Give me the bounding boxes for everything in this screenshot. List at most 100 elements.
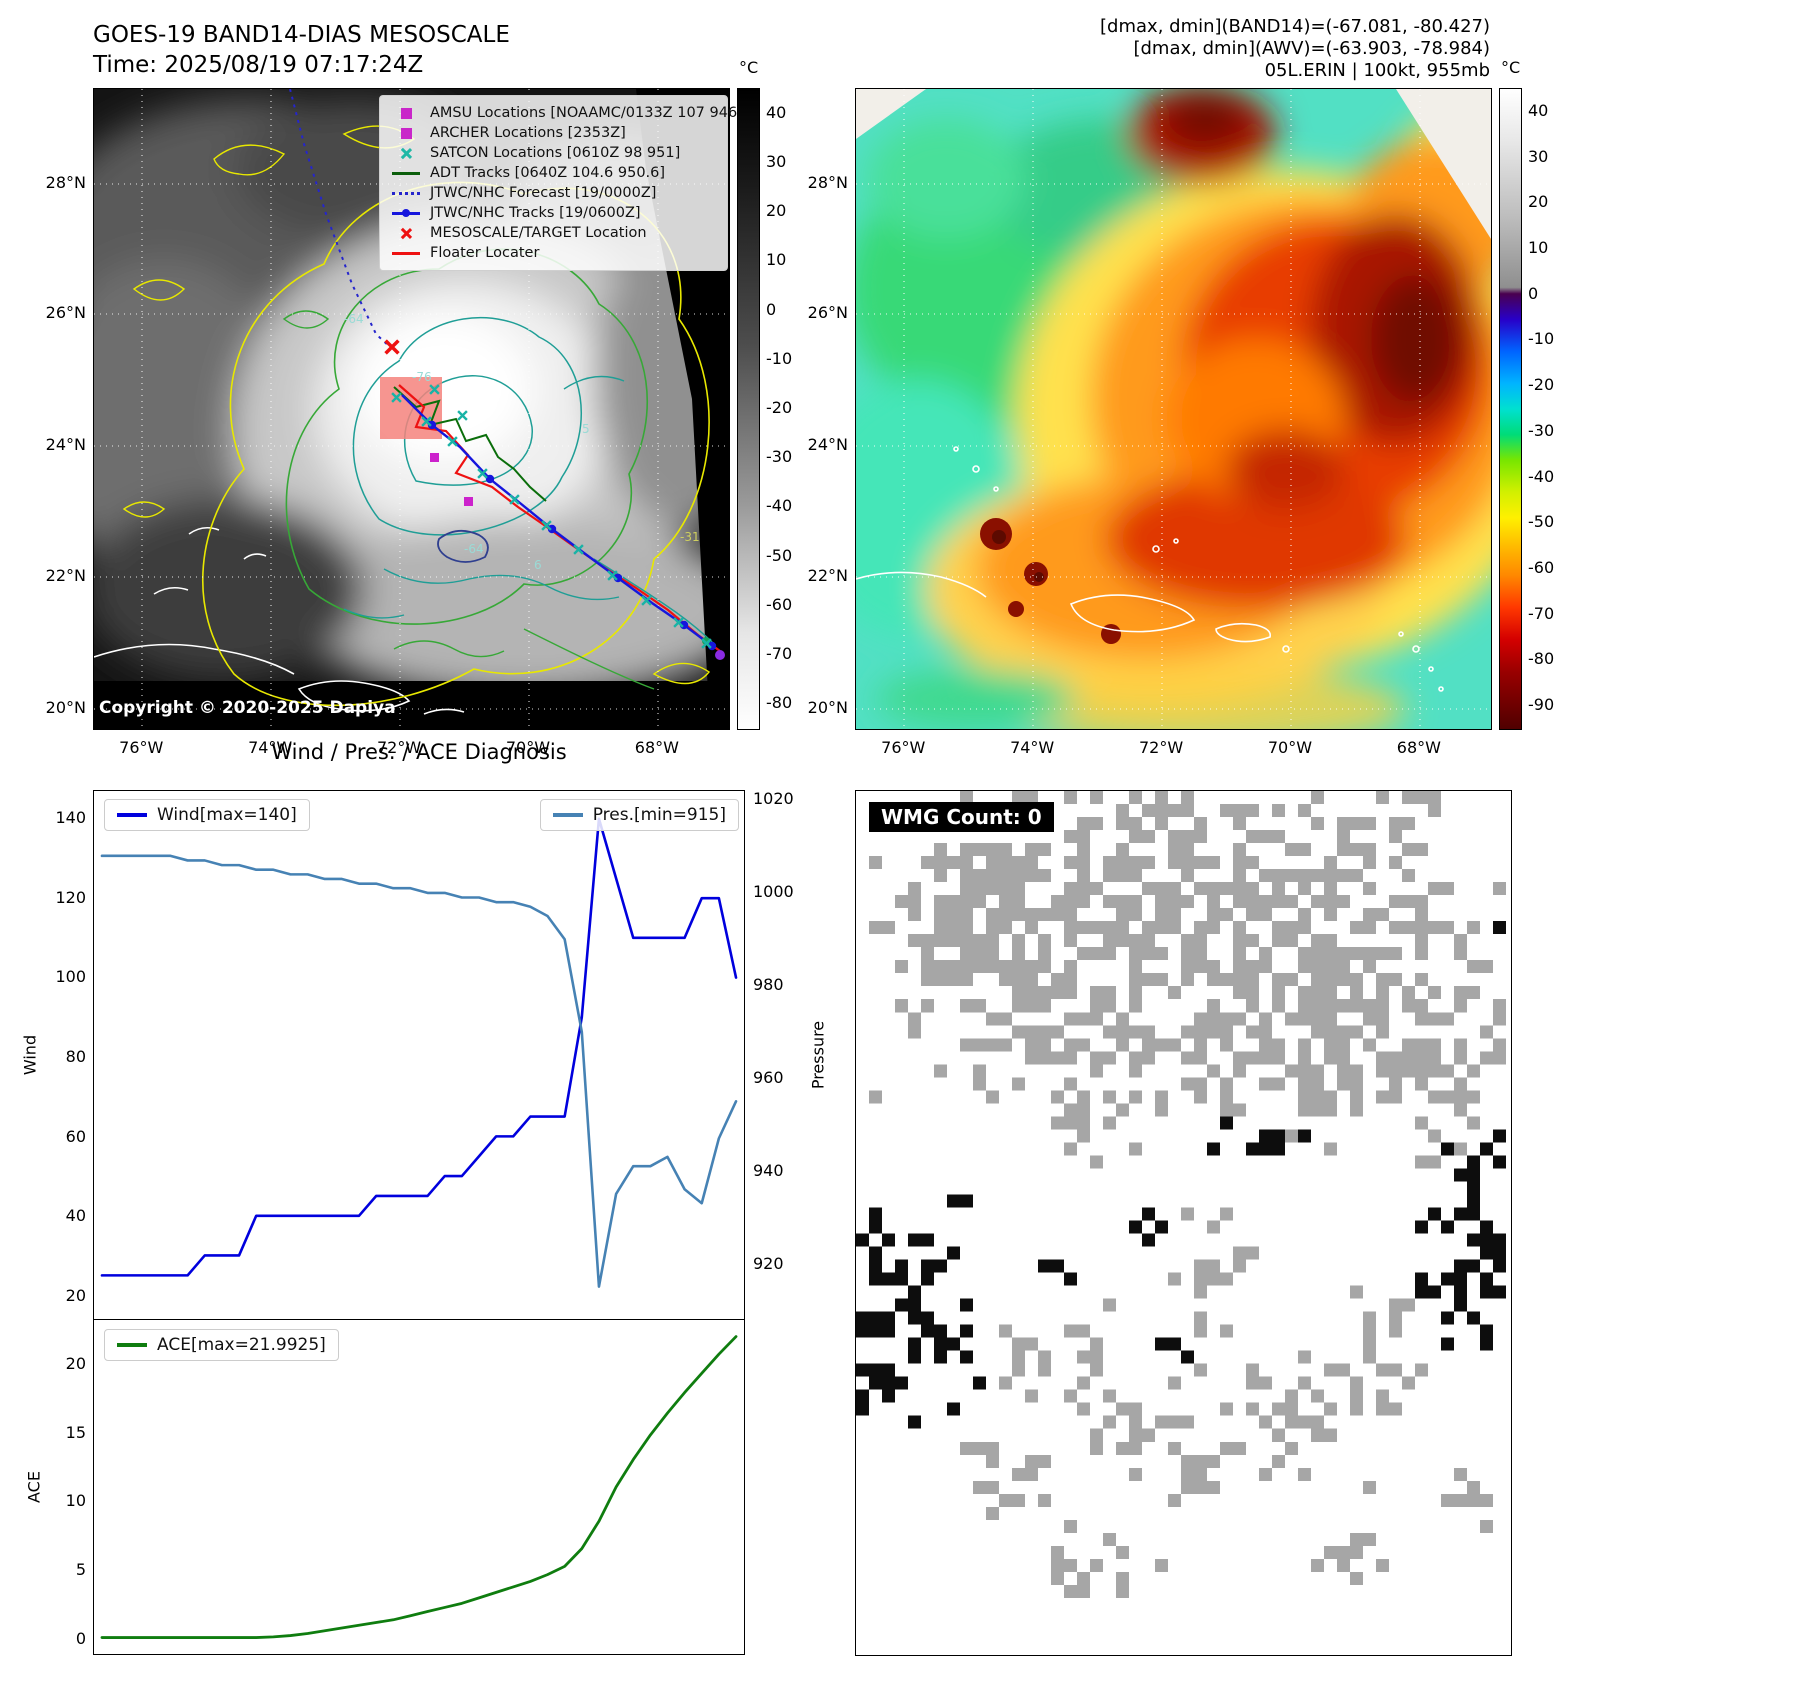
amsu-archer-markers (430, 453, 473, 506)
tick-label: 140 (55, 807, 86, 827)
ace-plot (100, 1335, 738, 1639)
tick-label: -70 (1528, 603, 1555, 623)
square-marker-icon (400, 127, 412, 139)
wmg-panel (855, 790, 1512, 1656)
tick-label: 26°N (807, 303, 848, 323)
tick-label: -50 (1528, 512, 1555, 532)
ace-legend: ACE[max=21.9925] (104, 1329, 339, 1361)
tick-label: 76°W (881, 738, 926, 757)
line-marker-icon (392, 171, 420, 175)
svg-text:6: 6 (534, 558, 542, 572)
ir-colorbar-unit: °C (1501, 58, 1521, 77)
series-line (100, 854, 738, 1288)
tick-label: -60 (766, 594, 793, 614)
tick-label: 20 (766, 201, 787, 221)
svg-text:-64: -64 (464, 542, 484, 556)
ir-colorbar (1499, 88, 1522, 730)
tick-label: 980 (753, 975, 784, 995)
floater-track (398, 384, 721, 652)
tick-label: 70°W (1267, 738, 1313, 757)
tick-label: 10 (65, 1491, 86, 1511)
band14-title-block: GOES-19 BAND14-DIAS MESOSCALE Time: 2025… (93, 20, 510, 80)
track-end-marker (715, 650, 725, 660)
ace-legend-label: ACE[max=21.9925] (157, 1335, 326, 1355)
legend-item: ARCHER Locations [2353Z] (390, 124, 717, 142)
legend-item-label: JTWC/NHC Tracks [19/0600Z] (430, 205, 641, 221)
legend-item: JTWC/NHC Tracks [19/0600Z] (390, 204, 717, 222)
tick-label: 72°W (376, 738, 422, 757)
tick-label: -10 (1528, 329, 1555, 349)
pressure-legend-swatch (552, 813, 583, 817)
bottom-band (94, 681, 729, 729)
wind-pressure-chart (93, 790, 745, 1320)
tick-label: -30 (1528, 420, 1555, 440)
square-marker-icon (400, 107, 412, 119)
ir-header-band14: [dmax, dmin](BAND14)=(-67.081, -80.427) (1100, 16, 1490, 37)
legend-item-label: Floater Locater (430, 245, 540, 261)
dotted-line-marker-icon (392, 191, 420, 195)
tick-label: 20 (65, 1286, 86, 1306)
tick-label: 40 (766, 102, 787, 122)
wmg-count-label: WMG Count: 0 (869, 802, 1054, 832)
legend-item: MESOSCALE/TARGET Location (390, 224, 717, 242)
tick-label: 68°W (634, 738, 679, 757)
line-marker-icon (392, 251, 420, 255)
scan-edge-left (856, 89, 926, 139)
tick-label: 920 (753, 1254, 784, 1274)
legend-item-label: JTWC/NHC Forecast [19/0000Z] (430, 185, 657, 201)
pressure-axis-label: Pressure (808, 1020, 828, 1090)
cloud-field (94, 99, 729, 699)
ace-legend-swatch (117, 1343, 147, 1347)
adt-track (393, 386, 547, 502)
line-dot-marker-icon (392, 209, 420, 217)
legend-item-label: MESOSCALE/TARGET Location (430, 225, 647, 241)
legend-item: SATCON Locations [0610Z 98 951] (390, 144, 717, 162)
ir-map (855, 88, 1492, 730)
tick-label: -30 (766, 447, 793, 467)
tick-label: 940 (753, 1161, 784, 1181)
ir-map-image (856, 89, 1491, 729)
tick-label: 20°N (807, 698, 848, 718)
tick-label: 20°N (45, 698, 86, 718)
band14-colorbar-unit: °C (739, 58, 759, 77)
tick-label: 15 (65, 1422, 86, 1442)
tick-label: -80 (1528, 649, 1555, 669)
tick-label: 5 (75, 1559, 86, 1579)
tick-label: -40 (766, 496, 793, 516)
scan-edge-right (1396, 89, 1491, 239)
tick-label: 1000 (753, 882, 794, 902)
ir-header-block: [dmax, dmin](BAND14)=(-67.081, -80.427) … (950, 16, 1490, 82)
tick-label: 40 (65, 1206, 86, 1226)
series-line (100, 1335, 738, 1639)
band14-colorbar (737, 88, 760, 730)
wmg-gray-clusters (869, 791, 1506, 1598)
tick-label: 24°N (45, 435, 86, 455)
tick-label: 40 (1528, 100, 1549, 120)
tick-label: 28°N (807, 172, 848, 192)
tick-label: 20 (1528, 192, 1549, 212)
diagnosis-title: Wind / Pres. / ACE Diagnosis (271, 740, 567, 764)
wind-legend-swatch (117, 813, 147, 817)
tick-label: -50 (766, 545, 793, 565)
tick-label: -40 (1528, 466, 1555, 486)
tick-label: 0 (766, 299, 777, 319)
legend-item-label: SATCON Locations [0610Z 98 951] (430, 145, 681, 161)
contours (122, 125, 715, 707)
wind-legend-label: Wind[max=140] (157, 805, 297, 825)
wind-pressure-plot (100, 817, 738, 1288)
ace-chart (93, 1320, 745, 1655)
tick-label: 68°W (1396, 738, 1441, 757)
ir-header-awv: [dmax, dmin](AWV)=(-63.903, -78.984) (1133, 38, 1490, 59)
contour-labels: -76 -64 -64 -31 6 5 (344, 312, 700, 572)
tick-label: 10 (766, 250, 787, 270)
tick-label: 70°W (505, 738, 551, 757)
tick-label: 1020 (753, 789, 794, 809)
tick-label: 74°W (1010, 738, 1055, 757)
tick-label: -20 (1528, 375, 1555, 395)
legend-item: ADT Tracks [0640Z 104.6 950.6] (390, 164, 717, 182)
tick-label: 20 (65, 1353, 86, 1373)
band14-map: -76 -64 -64 -31 6 5 AMSU Locations [NOAAMC/01… (93, 88, 743, 730)
legend-item: Floater Locater (390, 244, 717, 262)
tick-label: 28°N (45, 172, 86, 192)
